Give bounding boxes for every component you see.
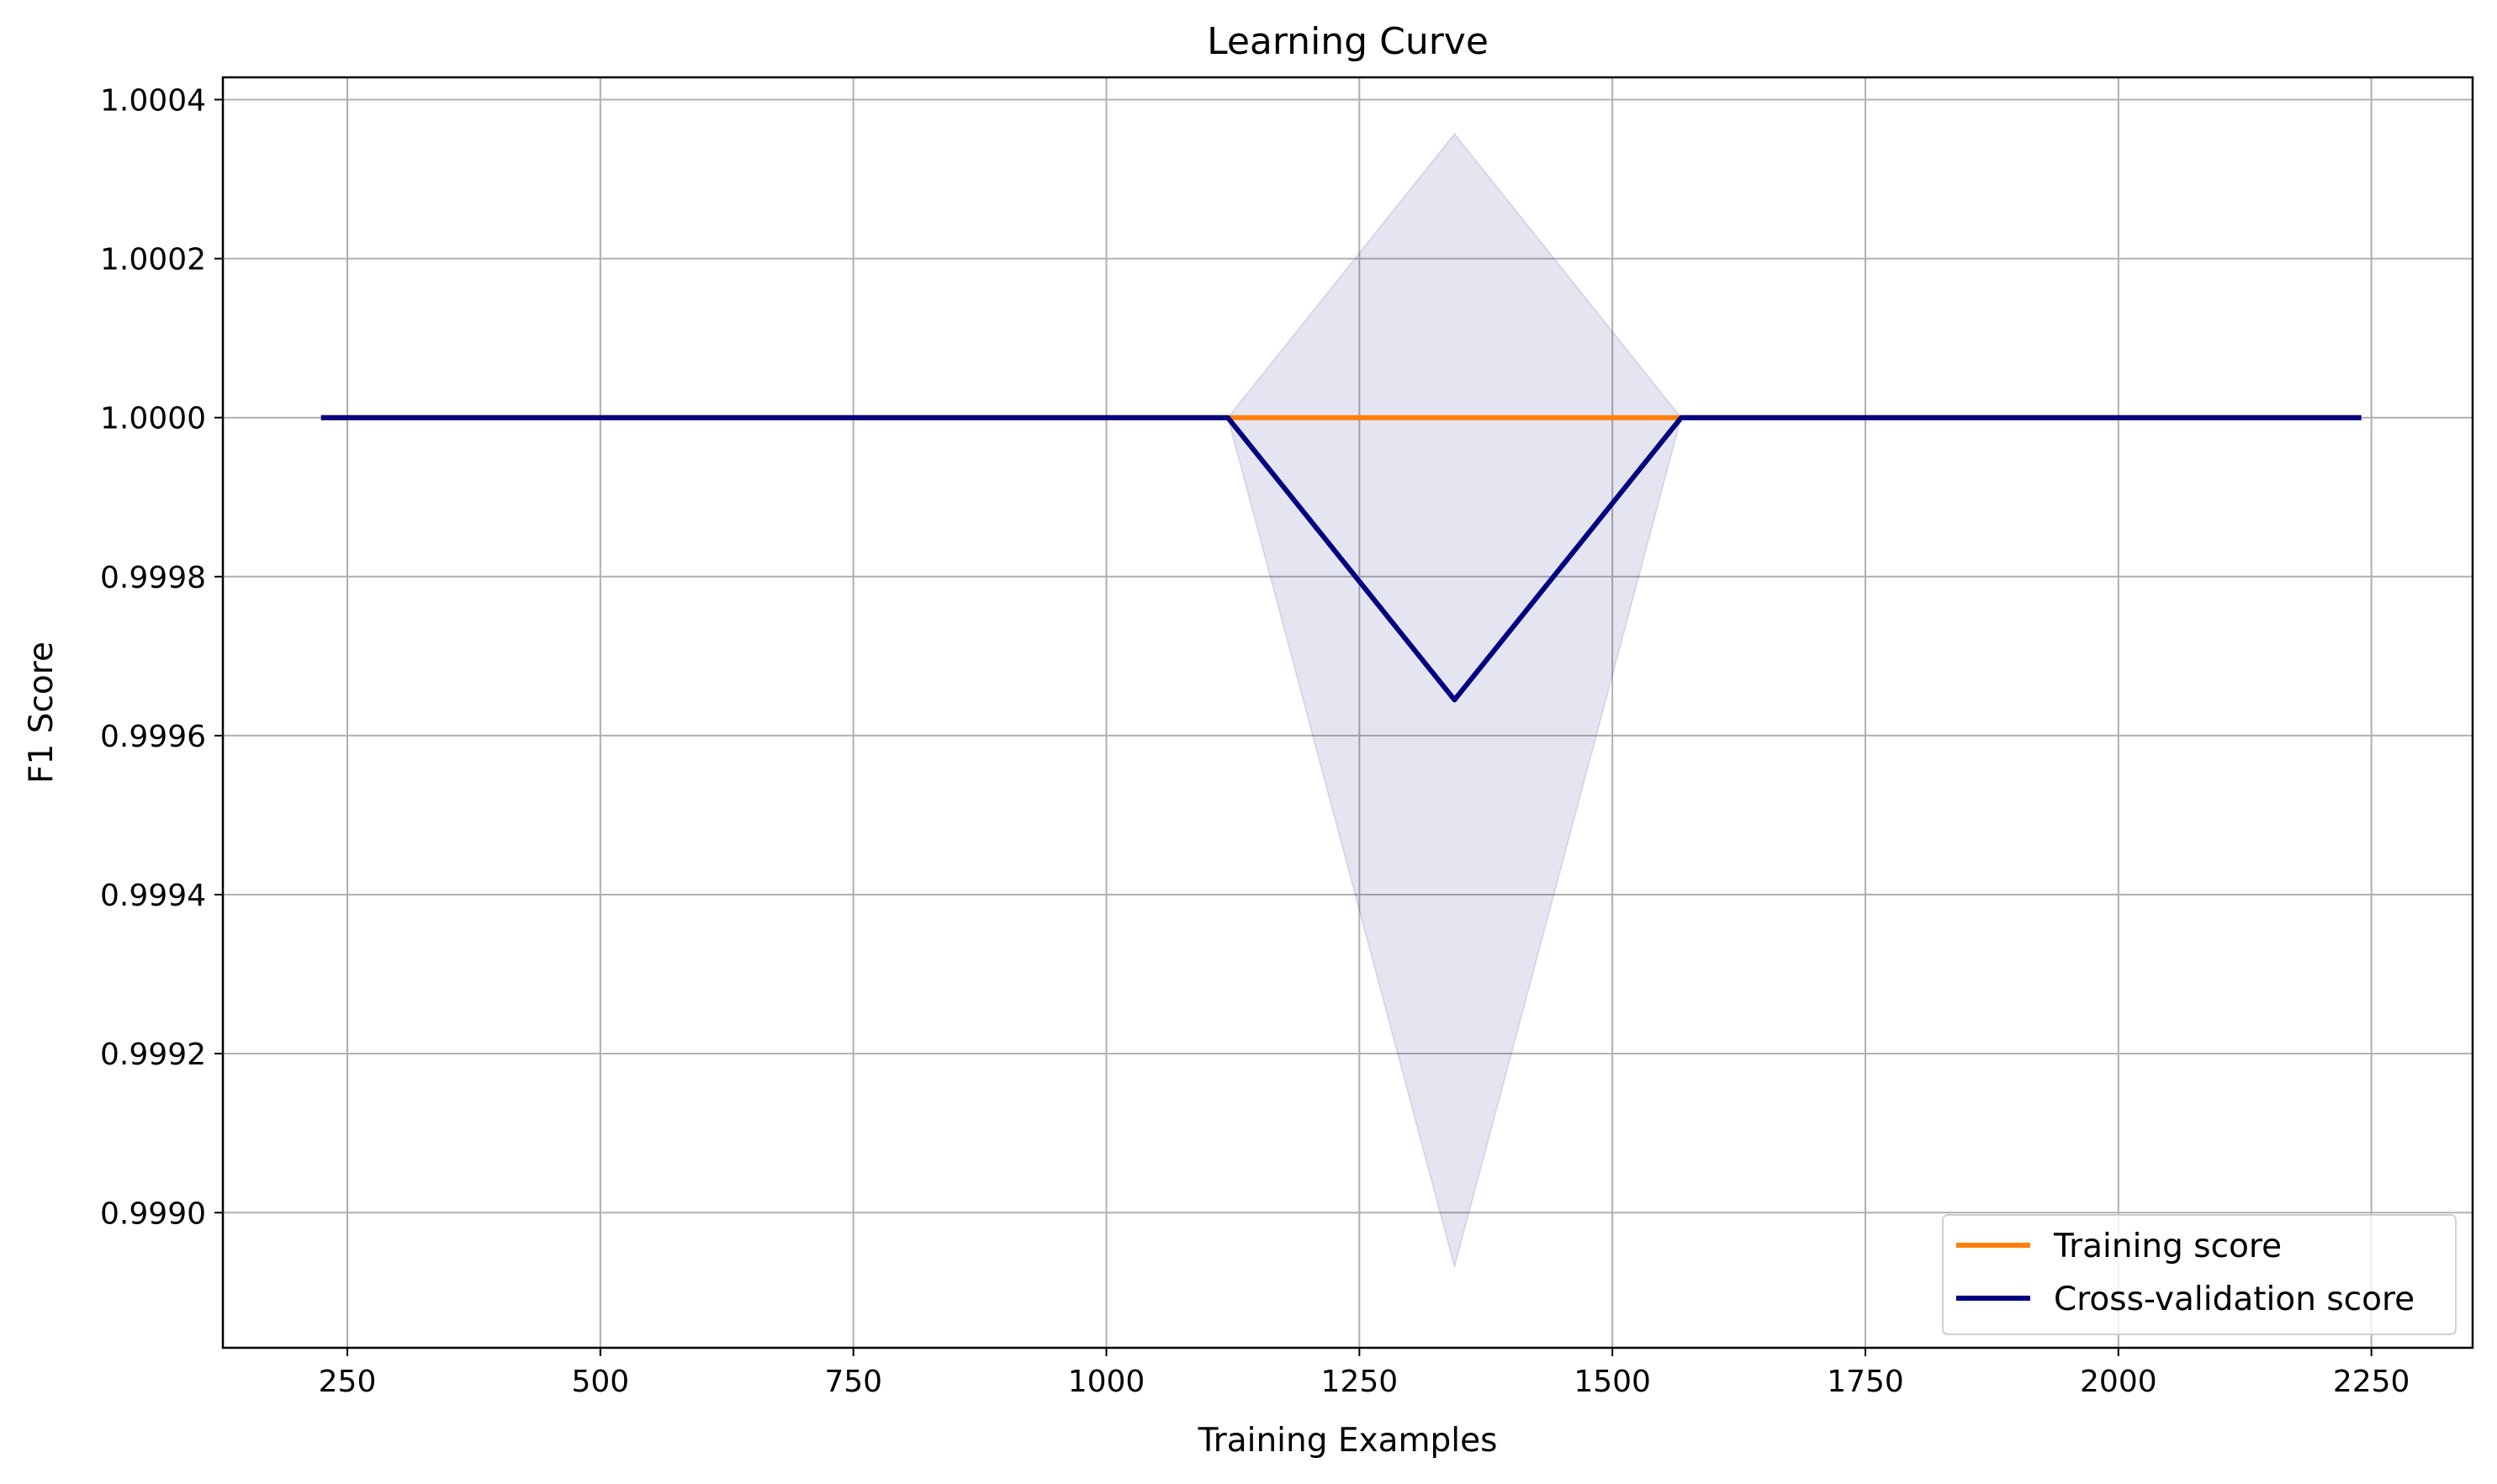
x-tick-label: 1750: [1827, 1365, 1904, 1399]
x-tick-label: 2250: [2333, 1365, 2410, 1399]
y-tick-label: 0.9994: [100, 879, 206, 913]
legend-box: [1942, 1214, 2457, 1335]
series-lines: [320, 415, 2362, 703]
y-tick-label: 1.0000: [100, 402, 206, 436]
y-tick-label: 0.9992: [100, 1038, 206, 1072]
x-tick-label: 750: [824, 1365, 882, 1399]
legend-label: Training score: [2053, 1228, 2282, 1265]
cv-score-line: [320, 415, 2362, 703]
y-tick-label: 0.9996: [100, 720, 206, 754]
y-axis-label: F1 Score: [23, 642, 61, 784]
x-tick-label: 1500: [1574, 1365, 1651, 1399]
y-tick-label: 0.9998: [100, 561, 206, 595]
y-axis-ticks: 0.9990 0.9992 0.9994 0.9996 0.9998 1.0000 1.00…: [100, 83, 223, 1231]
x-axis-ticks: 250 500 750 1000 1250 1500 1750 2000 2250: [319, 1348, 2410, 1399]
x-tick-label: 250: [319, 1365, 377, 1399]
legend-label: Cross-validation score: [2054, 1281, 2415, 1318]
x-axis-label: Training Examples: [1198, 1422, 1498, 1460]
x-tick-label: 1000: [1068, 1365, 1145, 1399]
legend: Training score Cross-validation score: [1942, 1214, 2457, 1335]
y-tick-label: 1.0002: [100, 243, 206, 277]
x-tick-label: 2000: [2080, 1365, 2157, 1399]
plot-frame: [221, 76, 2474, 1349]
y-tick-label: 1.0004: [100, 83, 206, 118]
x-tick-label: 500: [571, 1365, 629, 1399]
y-tick-label: 0.9990: [100, 1196, 206, 1231]
x-tick-label: 1250: [1321, 1365, 1399, 1399]
chart-title: Learning Curve: [1207, 20, 1489, 63]
